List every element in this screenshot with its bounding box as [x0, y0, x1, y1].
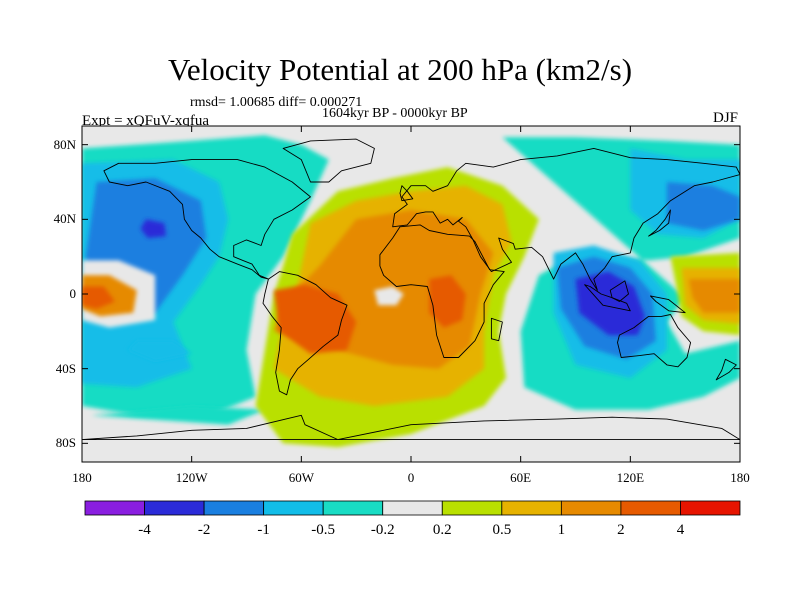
- coastline-madagascar: [490, 317, 503, 342]
- colorbar-box-2: [203, 500, 265, 516]
- colorbar-box-3: [263, 500, 324, 516]
- colorbar-box-10: [680, 500, 741, 516]
- colorbar-label: -4: [138, 522, 151, 538]
- coastline-greenland: [282, 138, 375, 183]
- stats-subtitle: rmsd= 1.00685 diff= 0.000271: [190, 95, 363, 110]
- contour-region-17: [688, 279, 740, 313]
- coastline-borneo: [609, 280, 629, 302]
- y-tick-label: 40S: [55, 360, 76, 376]
- experiment-label: Expt = xQFuV-xqfua: [82, 113, 210, 129]
- contour-region-7: [82, 286, 115, 309]
- x-tick-label: 180: [730, 470, 750, 485]
- colorbar-box-5: [382, 500, 443, 516]
- x-tick-label: 60E: [510, 470, 532, 485]
- coastline-japan: [648, 209, 671, 237]
- colorbar: [84, 500, 741, 516]
- season-label: DJF: [712, 110, 738, 126]
- x-tick-label: 180: [72, 470, 92, 485]
- x-tick-label: 60W: [288, 470, 314, 485]
- colorbar-label: 0.2: [432, 522, 452, 538]
- period-subtitle: 1604kyr BP - 0000kyr BP: [322, 106, 468, 121]
- contour-region-14: [91, 406, 265, 425]
- coastline-africa-eurasia: [379, 224, 505, 358]
- colorbar-label: -2: [197, 522, 211, 538]
- chart-title: Velocity Potential at 200 hPa (km2/s): [167, 52, 633, 87]
- contour-region-22: [429, 275, 466, 328]
- colorbar-box-1: [144, 500, 205, 516]
- contour-region-10: [666, 182, 740, 231]
- axis-ticks: [81, 126, 741, 462]
- y-tick-label: 80N: [53, 136, 76, 152]
- colorbar-box-0: [84, 500, 145, 516]
- contour-region-13: [575, 271, 645, 336]
- coastline-new-guinea: [649, 295, 686, 314]
- colorbar-box-6: [441, 500, 503, 516]
- colorbar-label: -0.5: [311, 522, 336, 538]
- contour-region-4: [127, 340, 192, 362]
- coastline-eurasia: [392, 147, 740, 291]
- colorbar-box-4: [322, 500, 384, 516]
- y-tick-label: 80S: [55, 435, 76, 451]
- colorbar-box-9: [620, 500, 681, 516]
- x-tick-label: 120E: [616, 470, 645, 485]
- colorbar-label: 0.5: [492, 522, 512, 538]
- x-tick-label: 0: [407, 470, 415, 485]
- coastline-south-america: [262, 271, 348, 396]
- y-tick-label: 40N: [53, 211, 76, 227]
- colorbar-box-7: [501, 500, 562, 516]
- coastline-new-zealand: [715, 358, 737, 381]
- contour-region-3: [140, 219, 167, 238]
- colorbar-label: 2: [617, 522, 625, 538]
- colorbar-label: 4: [676, 522, 685, 538]
- colorbar-label: 1: [557, 522, 566, 538]
- coastline-indonesia: [584, 284, 631, 312]
- coastline-australia: [617, 314, 692, 368]
- colorbar-label: -1: [257, 522, 270, 538]
- coastline-layer: [82, 138, 740, 441]
- x-tick-label: 120W: [175, 470, 208, 485]
- contour-region-23: [374, 286, 404, 306]
- colorbar-label: -0.2: [370, 522, 395, 538]
- coastline-uk: [399, 185, 414, 202]
- coastline-north-america: [103, 159, 311, 280]
- y-tick-label: 0: [69, 286, 77, 301]
- coastline-antarctica: [82, 414, 740, 441]
- colorbar-box-8: [560, 500, 622, 516]
- field-layer: [82, 126, 740, 462]
